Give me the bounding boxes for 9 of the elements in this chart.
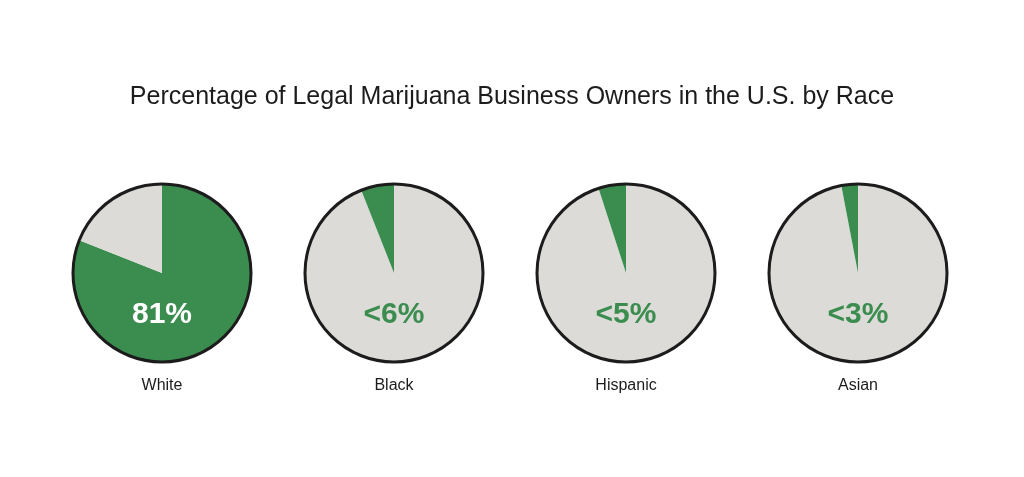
text: <5%	[595, 296, 657, 330]
text: <3%	[827, 296, 889, 330]
text: Asian	[837, 376, 879, 394]
text: <6%	[363, 296, 425, 330]
text: Percentage of Legal Marijuana Business Owners in the U.S. by Race	[128, 80, 896, 111]
text: Black	[374, 376, 415, 394]
text: White	[141, 376, 183, 394]
text: Hispanic	[595, 376, 657, 394]
data-label: 81%	[131, 296, 193, 330]
